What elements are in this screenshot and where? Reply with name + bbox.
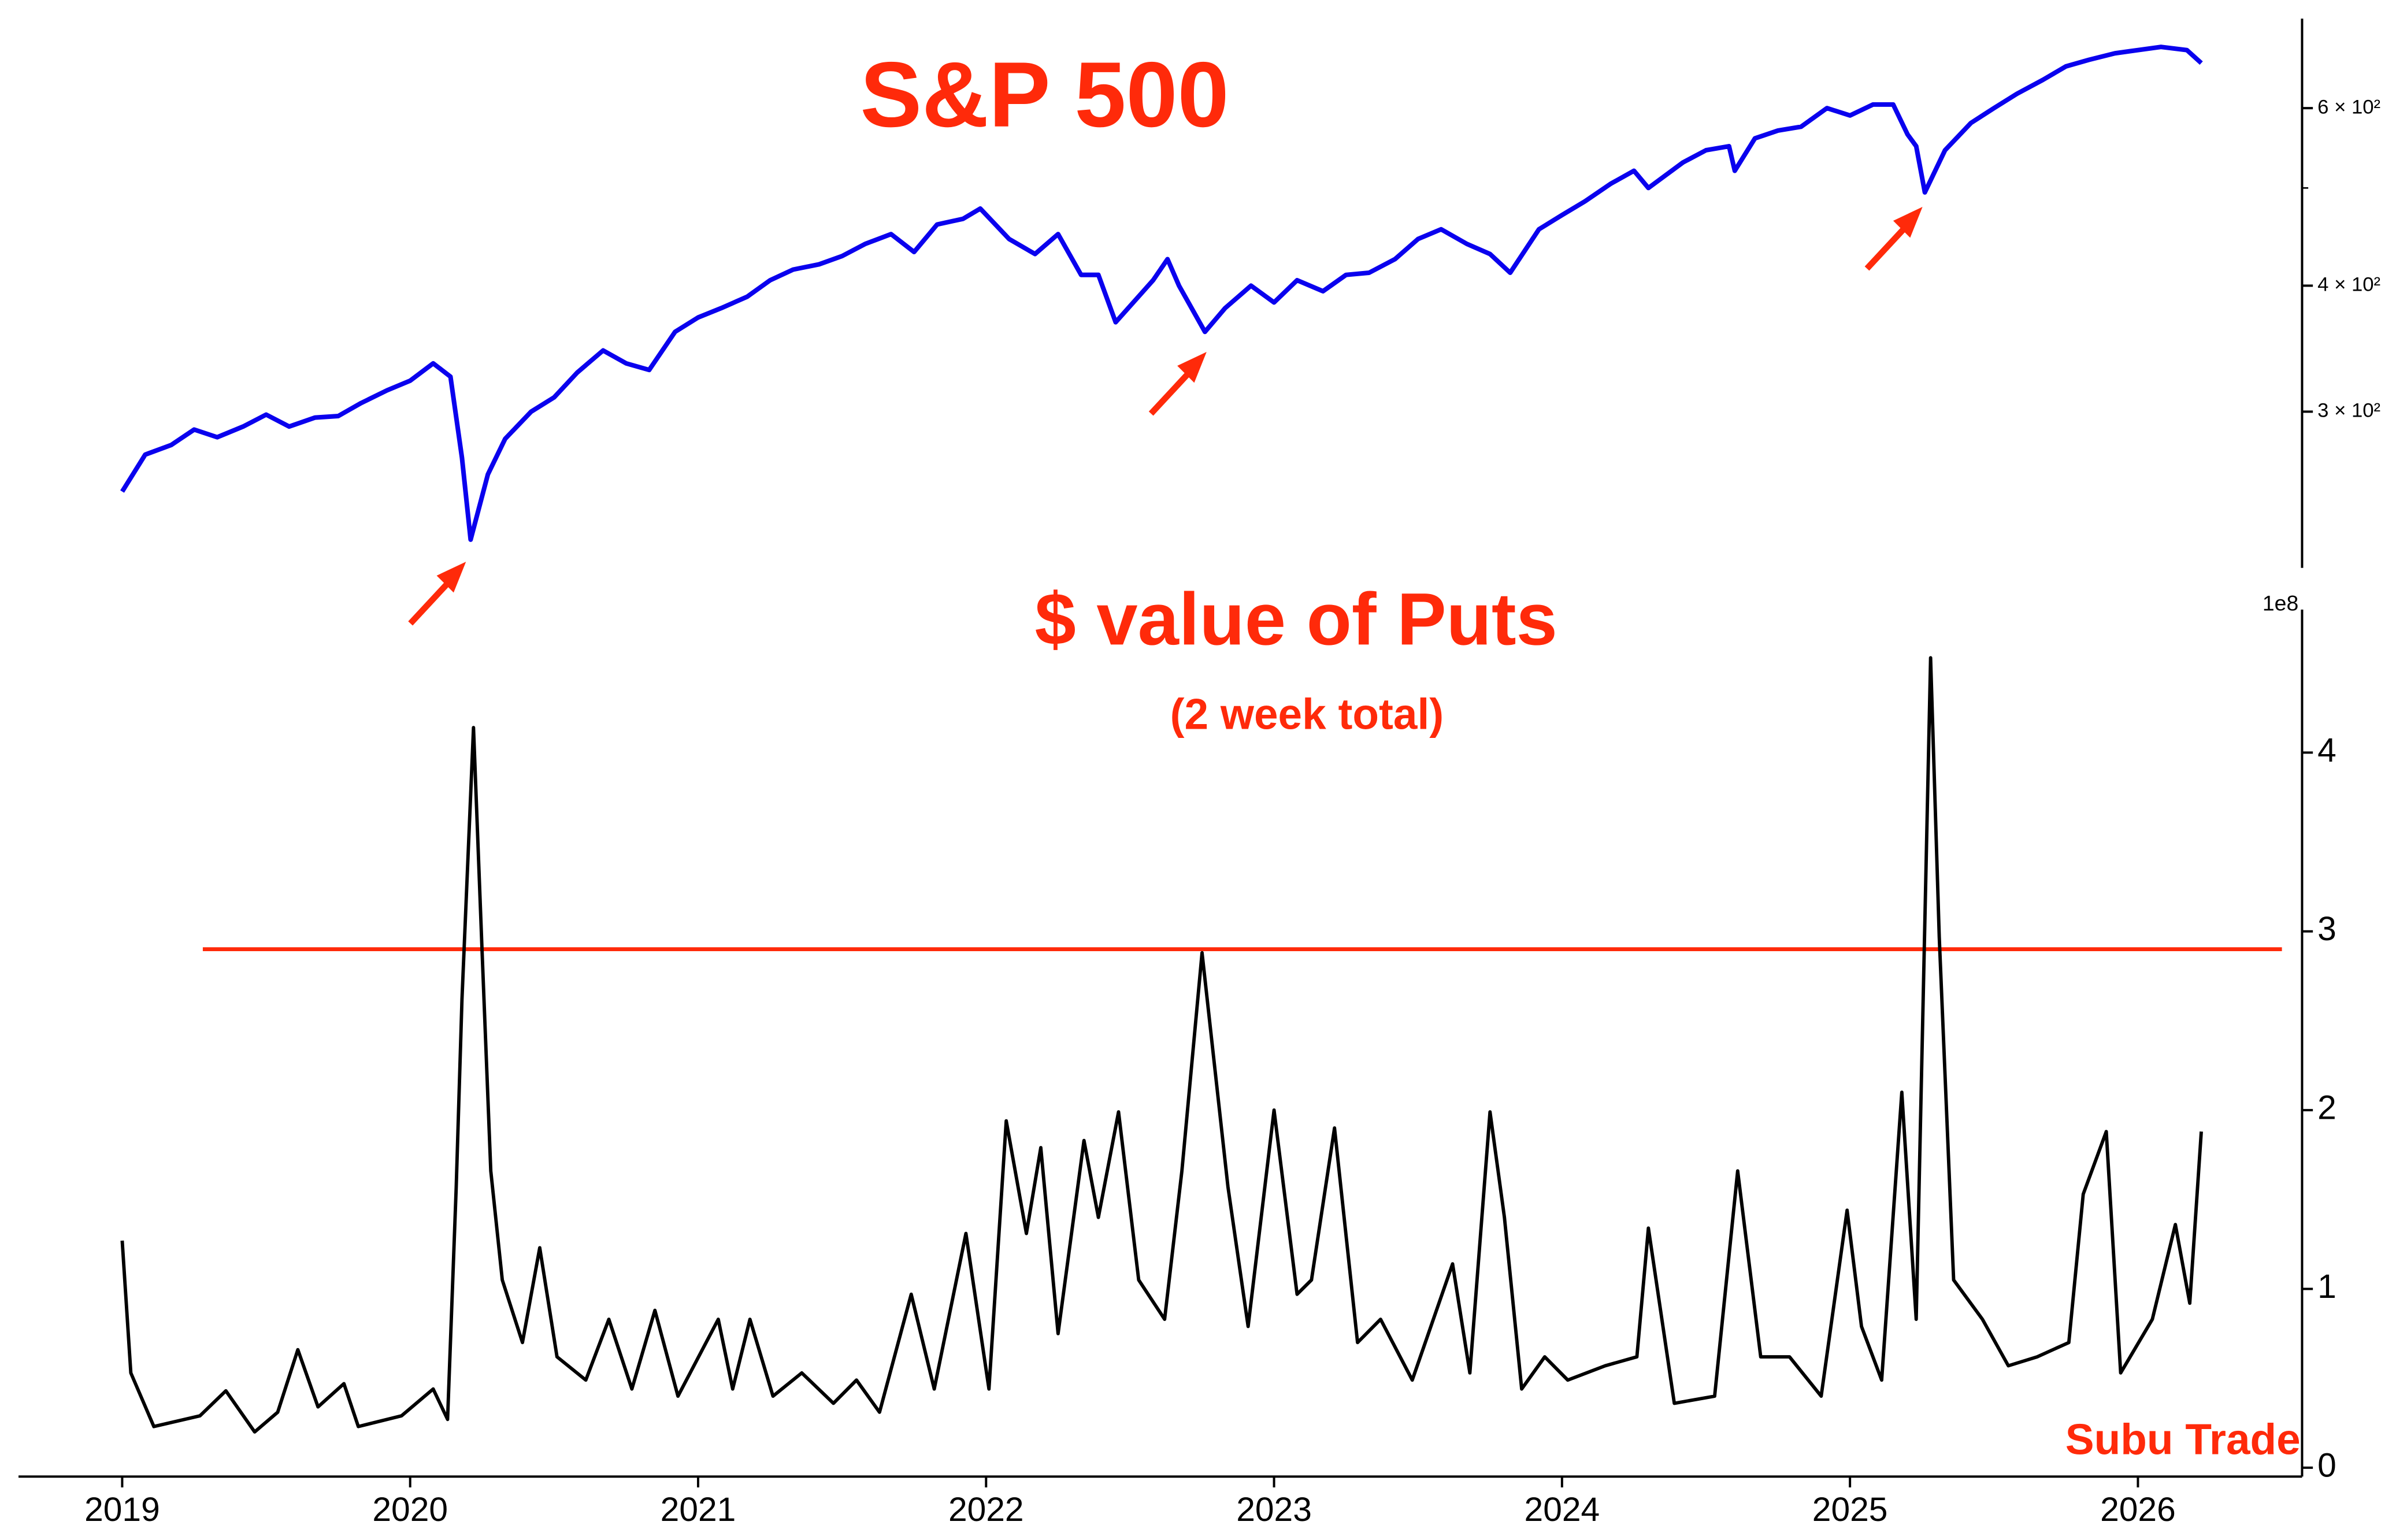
chart-subtitle: (2 week total) [1170, 689, 1444, 738]
y-tick-label: 3 × 10² [2317, 400, 2380, 422]
data-line [120, 656, 2203, 1434]
y-tick-label: 0 [2317, 1446, 2336, 1484]
arrow [1864, 223, 1909, 271]
arrow [408, 578, 453, 626]
chart-title: S&P 500 [860, 43, 1229, 146]
y-tick-label: 1 [2317, 1268, 2336, 1305]
x-tick-label: 2021 [661, 1491, 736, 1528]
x-tick-label: 2020 [372, 1491, 448, 1528]
watermark: Subu Trade [2065, 1415, 2301, 1463]
y-tick-label: 4 [2317, 732, 2336, 769]
arrow [1148, 368, 1194, 416]
chart-title: $ value of Puts [1035, 578, 1557, 660]
x-tick-label: 2024 [1525, 1491, 1600, 1528]
arrow-head [1893, 206, 1923, 238]
y-tick-label: 6 × 10² [2317, 96, 2380, 118]
x-tick-label: 2022 [948, 1491, 1024, 1528]
y-tick-label: 3 [2317, 910, 2336, 948]
x-tick-label: 2019 [84, 1491, 160, 1528]
x-tick-label: 2023 [1236, 1491, 1312, 1528]
arrows [408, 206, 1923, 626]
y-tick-label: 4 × 10² [2317, 274, 2380, 296]
x-tick-label: 2026 [2100, 1491, 2176, 1528]
x-tick-label: 2025 [1812, 1491, 1888, 1528]
arrow-head [436, 562, 466, 593]
axis-offset-label: 1e8 [2263, 591, 2298, 615]
arrow-head [1177, 351, 1207, 383]
y-tick-label: 2 [2317, 1089, 2336, 1127]
data-line [120, 44, 2203, 542]
